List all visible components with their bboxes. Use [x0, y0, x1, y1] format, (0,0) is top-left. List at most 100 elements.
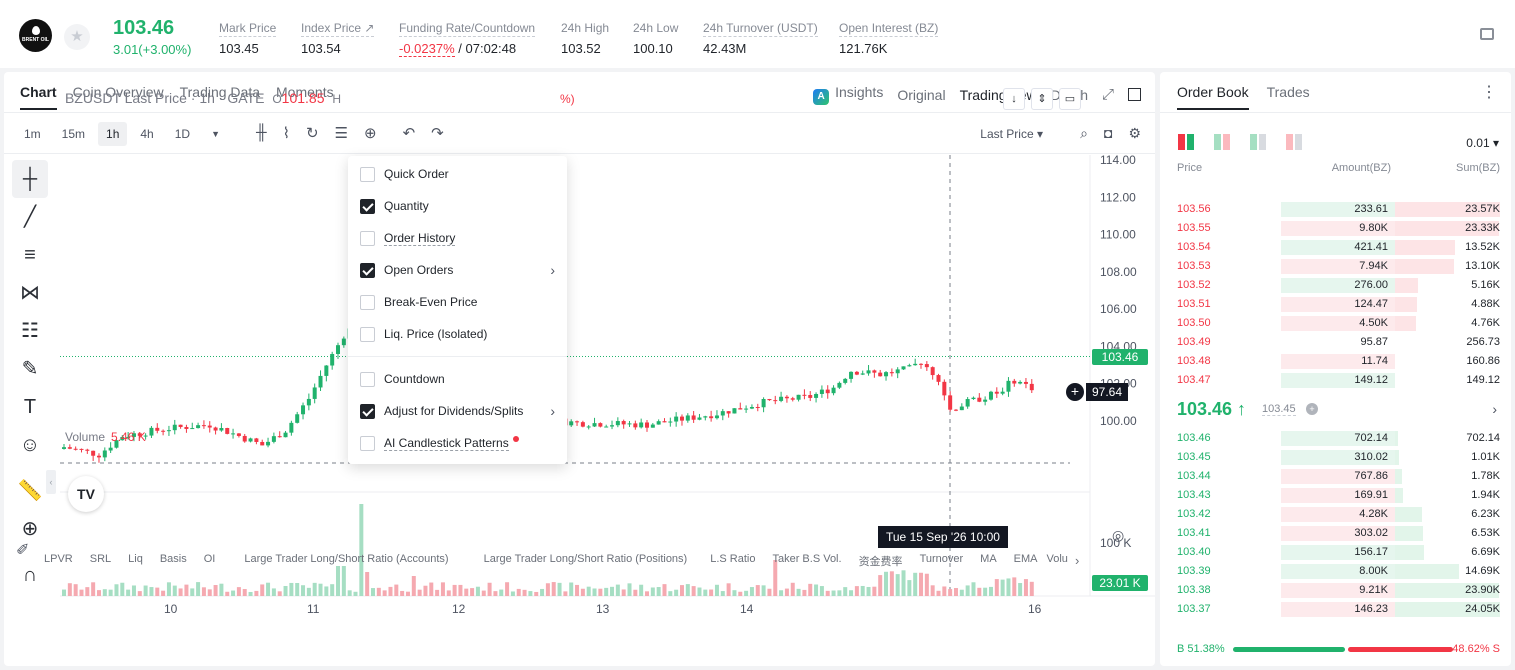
checkbox[interactable] — [360, 198, 375, 214]
indicator-item[interactable]: EMA — [1013, 553, 1038, 565]
candle-type-icon[interactable]: ╫ — [256, 124, 267, 141]
ask-row[interactable]: 103.47 149.12 149.12 — [1177, 372, 1500, 389]
indicators-icon[interactable]: ⌇ — [282, 125, 290, 142]
dropdown-option[interactable]: Adjust for Dividends/Splits › — [360, 401, 555, 421]
indicator-item[interactable]: Basis — [159, 553, 187, 565]
add-alert-icon[interactable]: + — [1066, 383, 1084, 401]
bid-row[interactable]: 103.39 8.00K 14.69K — [1177, 563, 1500, 580]
indicator-item[interactable]: Volu — [1046, 553, 1068, 565]
price-type-select[interactable]: Last Price ▾ — [980, 127, 1043, 141]
indicator-item[interactable]: MA — [980, 553, 997, 565]
undo-icon[interactable]: ↶ — [402, 125, 416, 142]
tab-order-book[interactable]: Order Book — [1177, 84, 1249, 110]
indicator-item[interactable]: SRL — [89, 553, 112, 565]
tab-original[interactable]: Original — [897, 86, 946, 103]
fib-icon[interactable]: ☷ — [21, 320, 39, 342]
bid-row[interactable]: 103.38 9.21K 23.90K — [1177, 582, 1500, 599]
ask-row[interactable]: 103.51 124.47 4.88K — [1177, 296, 1500, 313]
ask-row[interactable]: 103.54 421.41 13.52K — [1177, 239, 1500, 256]
indicator-next-icon[interactable]: › — [1074, 553, 1080, 568]
chevron-right-icon[interactable]: › — [1492, 401, 1497, 417]
tab-coin-overview[interactable]: Coin Overview — [72, 84, 164, 100]
camera-icon[interactable]: ◘ — [1103, 125, 1113, 141]
ask-row[interactable]: 103.55 9.80K 23.33K — [1177, 220, 1500, 237]
interval-1d[interactable]: 1D — [174, 127, 191, 141]
checkbox[interactable] — [360, 326, 375, 342]
dropdown-option[interactable]: Countdown — [360, 369, 555, 389]
checkbox[interactable] — [360, 403, 375, 419]
dropdown-option[interactable]: Order History — [360, 228, 555, 248]
ruler-icon[interactable]: 📏 — [17, 480, 43, 502]
checkbox[interactable] — [360, 371, 375, 387]
redo-icon[interactable]: ↷ — [431, 125, 444, 142]
horizontal-lines-icon[interactable]: ≡ — [24, 244, 36, 266]
ask-row[interactable]: 103.50 4.50K 4.76K — [1177, 315, 1500, 332]
window-icon[interactable] — [1128, 88, 1141, 101]
emoji-icon[interactable]: ☺ — [19, 434, 41, 456]
interval-4h[interactable]: 4h — [140, 127, 154, 141]
magnet-icon[interactable]: ∩ — [22, 564, 38, 586]
bid-row[interactable]: 103.37 146.23 24.05K — [1177, 601, 1500, 618]
dropdown-option[interactable]: Quantity — [360, 196, 555, 216]
checkbox[interactable] — [360, 230, 375, 246]
tab-insights[interactable]: A Insights — [813, 84, 883, 105]
indicator-item[interactable]: L.S Ratio — [710, 553, 756, 565]
ask-row[interactable]: 103.48 11.74 160.86 — [1177, 353, 1500, 370]
favorite-star-icon[interactable]: ★ — [64, 24, 90, 50]
bid-row[interactable]: 103.44 767.86 1.78K — [1177, 468, 1500, 485]
trend-line-icon[interactable]: ╱ — [23, 206, 37, 228]
checkbox[interactable] — [360, 294, 375, 310]
bid-row[interactable]: 103.42 4.28K 6.23K — [1177, 506, 1500, 523]
checkbox[interactable] — [360, 166, 375, 182]
bid-row[interactable]: 103.40 156.17 6.69K — [1177, 544, 1500, 561]
pattern-icon[interactable]: ⋈ — [20, 282, 40, 304]
indicator-item[interactable]: LPVR — [44, 553, 73, 565]
indicator-item[interactable]: Taker B.S Vol. — [772, 553, 842, 565]
dropdown-option[interactable]: Break-Even Price — [360, 292, 555, 312]
bid-row[interactable]: 103.45 310.02 1.01K — [1177, 449, 1500, 466]
interval-1h[interactable]: 1h — [98, 122, 128, 146]
both-sides-icon[interactable] — [1178, 134, 1194, 150]
split-icon[interactable] — [1214, 134, 1230, 150]
collapse-icon[interactable]: ⇕ — [1031, 88, 1053, 110]
indicator-item[interactable]: 资金费率 — [858, 556, 903, 568]
checkbox[interactable] — [360, 262, 375, 278]
tab-trades[interactable]: Trades — [1266, 84, 1310, 100]
ask-row[interactable]: 103.56 233.61 23.57K — [1177, 201, 1500, 218]
dropdown-option[interactable]: Liq. Price (Isolated) — [360, 324, 555, 344]
gear-icon[interactable]: ⚙ — [1128, 125, 1141, 141]
interval-1m[interactable]: 1m — [24, 127, 41, 141]
guide-book-icon[interactable] — [1480, 28, 1494, 40]
indicator-item[interactable]: OI — [203, 553, 216, 565]
text-icon[interactable]: T — [23, 396, 37, 418]
dropdown-option[interactable]: AI Candlestick Patterns — [360, 433, 555, 453]
indicator-item[interactable]: Large Trader Long/Short Ratio (Accounts) — [244, 553, 449, 565]
axis-settings-icon[interactable]: ◎ — [1112, 527, 1125, 543]
replay-icon[interactable]: ↻ — [305, 125, 319, 142]
bid-row[interactable]: 103.43 169.91 1.94K — [1177, 487, 1500, 504]
ask-row[interactable]: 103.53 7.94K 13.10K — [1177, 258, 1500, 275]
pencil-icon[interactable]: ✐ — [16, 542, 30, 559]
collapse-arrow-icon[interactable]: ‹ — [46, 470, 56, 494]
bid-row[interactable]: 103.46 702.14 702.14 — [1177, 430, 1500, 447]
ask-row[interactable]: 103.52 276.00 5.16K — [1177, 277, 1500, 294]
bids-only-icon[interactable] — [1250, 134, 1266, 150]
expand-icon[interactable]: ⤢ — [1101, 86, 1114, 103]
stat-index-price[interactable]: Index Price ↗ 103.54 — [301, 21, 375, 56]
info-icon[interactable]: + — [1306, 403, 1318, 415]
ask-row[interactable]: 103.49 95.87 256.73 — [1177, 334, 1500, 351]
indicator-item[interactable]: Liq — [128, 553, 143, 565]
search-icon[interactable]: ⌕ — [1080, 125, 1088, 141]
interval-15m[interactable]: 15m — [61, 127, 86, 141]
checkbox[interactable] — [360, 435, 375, 451]
zoom-in-icon[interactable]: ⊕ — [21, 518, 39, 540]
dropdown-option[interactable]: Quick Order — [360, 164, 555, 184]
tab-chart[interactable]: Chart — [20, 84, 57, 110]
template-icon[interactable]: ☰ — [334, 125, 348, 142]
crosshair-icon[interactable]: ┼ — [12, 160, 48, 198]
add-icon[interactable]: ⊕ — [364, 125, 377, 142]
more-icon[interactable]: ⋮ — [1481, 84, 1497, 101]
indicator-item[interactable]: Turnover — [919, 553, 964, 565]
tab-moments[interactable]: Moments — [276, 84, 334, 100]
scroll-down-icon[interactable]: ↓ — [1003, 88, 1025, 110]
